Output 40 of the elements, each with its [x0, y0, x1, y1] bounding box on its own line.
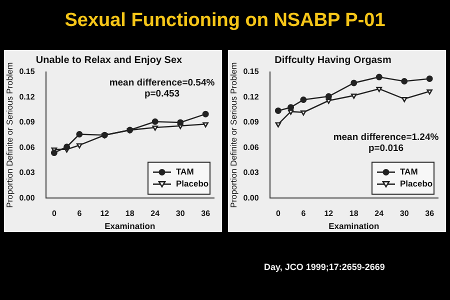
chart-subtitle: Diffculty Having Orgasm: [274, 54, 392, 66]
annotation: mean difference=0.54% p=0.453: [109, 77, 216, 100]
y-tick-label: 0.12: [19, 92, 36, 102]
y-axis-title: Proportion Definite or Serious Problem: [4, 62, 14, 208]
y-tick-label: 0.15: [19, 67, 36, 76]
x-axis-title: Examination: [104, 221, 156, 232]
x-tick-label: 12: [324, 209, 334, 218]
y-tick-label: 0.06: [243, 142, 260, 152]
x-tick-label: 6: [301, 209, 306, 218]
x-axis-title: Examination: [328, 221, 380, 232]
y-tick-label: 0.03: [19, 168, 36, 178]
legend-label: Placebo: [400, 178, 433, 189]
x-tick-label: 24: [374, 209, 384, 218]
x-tick-label: 18: [125, 209, 135, 218]
x-tick-label: 30: [176, 209, 186, 218]
x-tick-label: 24: [150, 209, 160, 218]
chart-title: Sexual Functioning on NSABP P-01: [64, 10, 386, 32]
x-tick-label: 12: [100, 209, 110, 218]
y-tick-label: 0.06: [19, 142, 36, 152]
y-tick-label: 0.09: [243, 118, 260, 127]
y-tick-label: 0.12: [243, 92, 260, 102]
annotation: mean difference=1.24% p=0.016: [333, 132, 440, 154]
y-tick-label: 0.15: [243, 67, 260, 76]
x-tick-label: 36: [425, 209, 435, 218]
x-tick-label: 18: [349, 209, 359, 218]
x-tick-label: 0: [52, 209, 57, 218]
x-tick-label: 6: [77, 209, 82, 218]
x-tick-label: 0: [276, 209, 281, 218]
legend-label: TAM: [176, 166, 194, 177]
y-tick-label: 0.00: [19, 193, 36, 202]
y-tick-label: 0.09: [19, 118, 36, 127]
y-axis-title: Proportion Definite or Serious Problem: [228, 62, 238, 208]
legend-label: TAM: [400, 166, 418, 177]
legend-label: Placebo: [176, 178, 209, 189]
y-tick-label: 0.03: [243, 168, 260, 178]
text: Day, JCO 1999;17:2659-2669: [264, 262, 386, 272]
chart-subtitle: Unable to Relax and Enjoy Sex: [36, 54, 183, 66]
x-tick-label: 36: [201, 209, 211, 218]
y-tick-label: 0.00: [243, 193, 260, 202]
x-tick-label: 30: [400, 209, 410, 218]
